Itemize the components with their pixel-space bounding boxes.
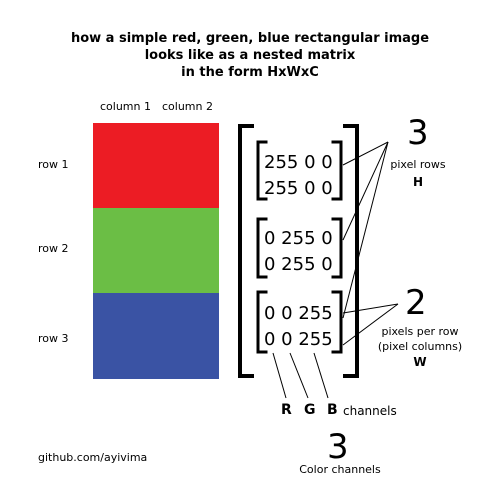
h-connector-3 xyxy=(342,141,389,319)
matrix-row2-pixel2: 0 255 0 xyxy=(264,254,333,275)
h-connector-2 xyxy=(342,141,389,241)
matrix-row1-pixel1: 255 0 0 xyxy=(264,152,333,173)
inner-left-bracket-2 xyxy=(256,217,268,279)
row-label-1: row 1 xyxy=(38,158,69,171)
title-line-3: in the form HxWxC xyxy=(181,65,319,80)
inner-left-bracket-3 xyxy=(256,290,268,354)
outer-left-bracket xyxy=(238,124,254,378)
matrix-row3-pixel2: 0 0 255 xyxy=(264,329,333,350)
matrix-row3-pixel1: 0 0 255 xyxy=(264,303,333,324)
width-value: 2 xyxy=(405,283,427,323)
matrix-row1-pixel2: 255 0 0 xyxy=(264,178,333,199)
column-label-2: column 2 xyxy=(162,100,213,113)
title-line-2: looks like as a nested matrix xyxy=(144,48,356,63)
channel-b-label: B xyxy=(327,402,338,418)
height-label: pixel rows xyxy=(390,158,446,171)
width-label-2: (pixel columns) xyxy=(377,340,463,353)
channels-value: 3 xyxy=(327,427,349,467)
h-connector-1 xyxy=(342,141,389,166)
channel-r-label: R xyxy=(281,402,292,418)
blue-pixel-row xyxy=(93,293,219,379)
height-letter: H xyxy=(412,175,424,189)
inner-right-bracket-1 xyxy=(331,140,343,201)
g-connector xyxy=(289,352,309,399)
footer-credit: github.com/ayivima xyxy=(38,451,148,464)
channels-label: channels xyxy=(343,404,397,418)
channel-g-label: G xyxy=(304,402,316,418)
width-label-1: pixels per row xyxy=(381,325,459,338)
title-line-1: how a simple red, green, blue rectangula… xyxy=(70,31,430,46)
diagram-title: how a simple red, green, blue rectangula… xyxy=(0,30,500,81)
w-connector-2 xyxy=(342,303,399,346)
w-connector-1 xyxy=(342,303,399,314)
matrix-row2-pixel1: 0 255 0 xyxy=(264,228,333,249)
row-label-2: row 2 xyxy=(38,242,69,255)
red-pixel-row xyxy=(93,123,219,208)
row-label-3: row 3 xyxy=(38,332,69,345)
column-label-1: column 1 xyxy=(100,100,151,113)
height-value: 3 xyxy=(407,113,429,153)
width-letter: W xyxy=(413,355,427,369)
green-pixel-row xyxy=(93,208,219,293)
outer-right-bracket xyxy=(343,124,359,378)
inner-right-bracket-2 xyxy=(331,217,343,279)
channels-caption: Color channels xyxy=(299,463,381,476)
b-connector xyxy=(313,352,329,399)
inner-left-bracket-1 xyxy=(256,140,268,201)
inner-right-bracket-3 xyxy=(331,290,343,354)
r-connector xyxy=(272,352,287,399)
